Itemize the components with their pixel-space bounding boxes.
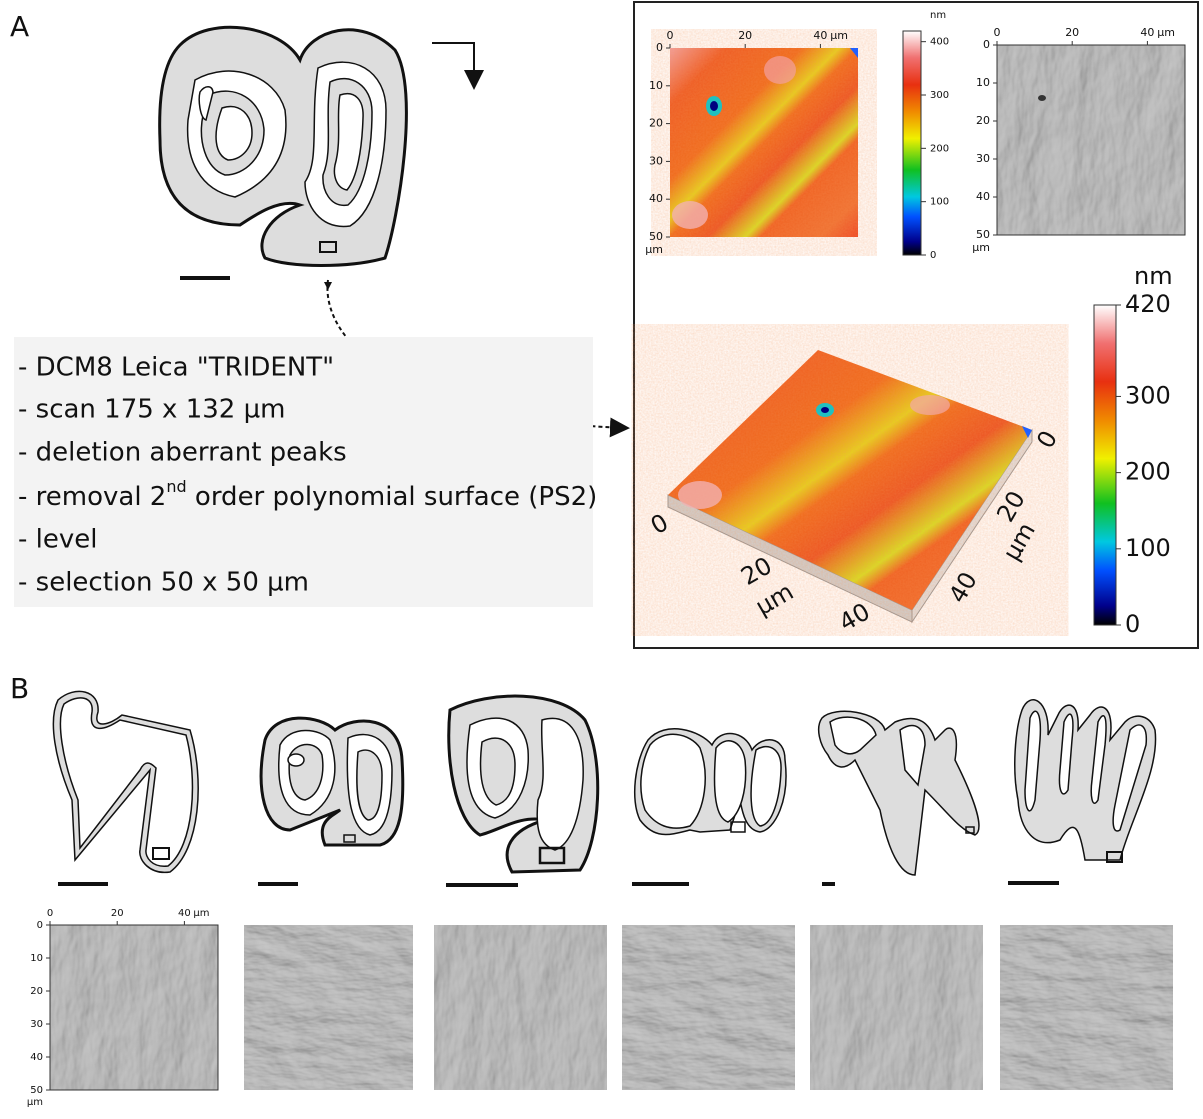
pit [1038, 95, 1046, 101]
tick-label: 0 [667, 29, 674, 42]
tick-label: 0 [1031, 426, 1063, 453]
colorbar-unit: nm [930, 10, 946, 21]
tick-label: 50 [976, 228, 990, 241]
tick-label: 20 [1065, 26, 1079, 39]
axis-unit: µm [972, 241, 990, 254]
scale-bars [58, 883, 1059, 885]
tick-label: 10 [976, 76, 990, 89]
step: - selection 50 x 50 µm [18, 568, 309, 598]
panel-label: B [10, 672, 29, 705]
tick-label: 400 [930, 37, 949, 48]
superscript: nd [166, 477, 186, 496]
axis-unit: µm [27, 1097, 43, 1108]
step-text: order polynomial surface (PS2) [187, 482, 598, 512]
tick-label: 40 [178, 908, 191, 919]
axis-unit: µm [997, 518, 1041, 565]
tick-label: 30 [976, 152, 990, 165]
step: - deletion aberrant peaks [18, 438, 347, 468]
tick-label: 20 [649, 117, 663, 130]
tick-label: 20 [976, 114, 990, 127]
axis-unit: µm [1157, 26, 1175, 39]
tick-label: 50 [649, 230, 663, 243]
step: - DCM8 Leica "TRIDENT" [18, 353, 334, 383]
tooth-outline [160, 27, 407, 265]
axis-unit: µm [645, 243, 663, 256]
tick-label: 20 [111, 908, 124, 919]
tick-label: 40 [943, 567, 983, 607]
tick-label: 200 [930, 143, 949, 154]
tick-label: 40 [813, 29, 827, 42]
arrow [432, 43, 474, 86]
tick-label: 50 [30, 1085, 43, 1096]
tick-label: 0 [656, 41, 663, 54]
tick-label: 0 [37, 920, 43, 931]
step: - level [18, 525, 97, 555]
tick-label: 30 [649, 154, 663, 167]
tick-label: 0 [1125, 610, 1140, 638]
tick-label: 100 [1125, 534, 1171, 562]
tick-label: 0 [47, 908, 53, 919]
tick-label: 300 [930, 90, 949, 101]
figure: A - DCM8 Leica "TRIDENT" - scan 175 x 13… [0, 0, 1203, 1119]
colorbar-unit: nm [1134, 262, 1173, 290]
tick-label: 10 [649, 79, 663, 92]
tick-label: 0 [646, 508, 673, 540]
tick-label: 40 [976, 190, 990, 203]
tick-label: 0 [994, 26, 1001, 39]
panel-label: A [10, 10, 29, 43]
step: - removal 2nd order polynomial surface (… [18, 477, 597, 512]
tick-label: 40 [834, 597, 874, 637]
tick-label: 40 [649, 192, 663, 205]
tick-label: 0 [983, 38, 990, 51]
tooth-outlines [53, 691, 1155, 875]
axis-unit: µm [193, 908, 209, 919]
tick-label: 20 [738, 29, 752, 42]
height-map [670, 48, 858, 237]
tick-label: 40 [1140, 26, 1154, 39]
arrow-head [324, 282, 332, 290]
tick-label: 300 [1125, 381, 1171, 409]
shaded-maps [50, 925, 1173, 1090]
tick-label: 30 [30, 1019, 43, 1030]
tick-label: 200 [1125, 458, 1171, 486]
shaded-map [997, 45, 1185, 235]
step: - scan 175 x 132 µm [18, 395, 285, 425]
tick-label: 0 [930, 250, 936, 261]
step-text: - removal 2 [18, 482, 166, 512]
colorbar [903, 31, 921, 255]
tick-label: 100 [930, 197, 949, 208]
tick-label: 40 [30, 1052, 43, 1063]
tick-label: 10 [30, 953, 43, 964]
tick-label: 20 [30, 986, 43, 997]
colorbar [1094, 305, 1116, 625]
axis-unit: µm [830, 29, 848, 42]
tick-label: 420 [1125, 290, 1171, 318]
